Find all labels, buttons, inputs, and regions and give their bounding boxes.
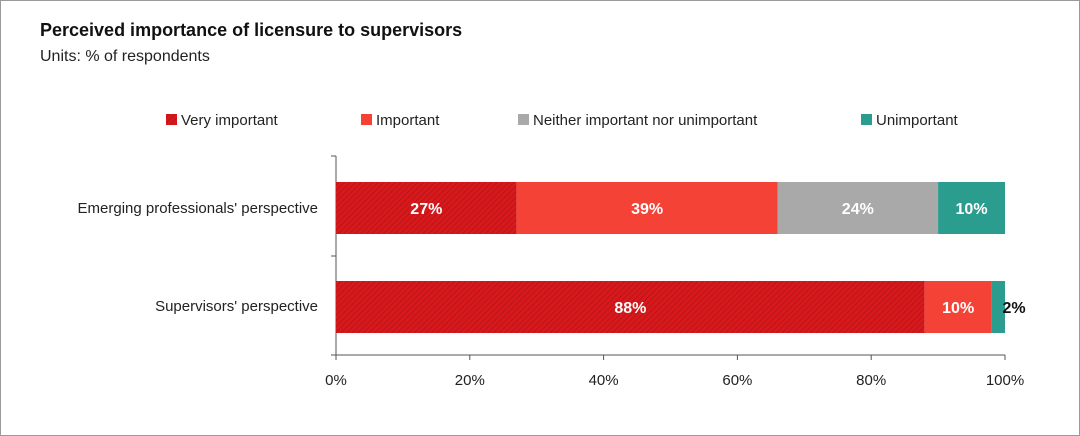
data-label: 10%: [942, 300, 974, 317]
legend-label-very-important: Very important: [181, 112, 279, 129]
legend-swatch-very-important: [166, 114, 177, 125]
chart-title: Perceived importance of licensure to sup…: [40, 20, 463, 40]
data-label: 24%: [842, 201, 874, 218]
legend-label-important: Important: [376, 112, 440, 129]
bar-segment-unimportant: [991, 281, 1005, 333]
bar-segment-unimportant: [938, 182, 1005, 234]
bar-segment-very-important: [336, 281, 925, 333]
data-labels: 27% 39% 24% 10% 88% 10% 2%: [410, 201, 1025, 317]
x-tick-label: 40%: [589, 372, 619, 389]
category-label: Emerging professionals' perspective: [78, 200, 318, 217]
data-label: 39%: [631, 201, 663, 218]
legend-label-unimportant: Unimportant: [876, 112, 959, 129]
legend-swatch-important: [361, 114, 372, 125]
legend-label-neither-important-nor-unimportant: Neither important nor unimportant: [533, 112, 758, 129]
x-tick-label: 0%: [325, 372, 347, 389]
legend-swatch-neither-important-nor-unimportant: [518, 114, 529, 125]
bars: [336, 182, 1005, 333]
x-tick-label: 80%: [856, 372, 886, 389]
x-tick-label: 60%: [722, 372, 752, 389]
bar-segment-neither-important-nor-unimportant: [777, 182, 939, 234]
data-label: 27%: [410, 201, 442, 218]
category-label: Supervisors' perspective: [155, 298, 318, 315]
bar-segment-very-important: [336, 182, 517, 234]
chart-subtitle: Units: % of respondents: [40, 48, 210, 65]
bar-segment-important: [924, 281, 992, 333]
data-label: 2%: [1002, 300, 1025, 317]
bar-segment-important: [516, 182, 778, 234]
x-tick-label: 20%: [455, 372, 485, 389]
axes: 0% 20% 40% 60% 80% 100% Emerging professionals…: [78, 155, 1024, 389]
data-label: 10%: [956, 201, 988, 218]
legend-swatch-unimportant: [861, 114, 872, 125]
x-tick-label: 100%: [986, 372, 1024, 389]
data-label: 88%: [614, 300, 646, 317]
legend: Very important Important Neither important…: [166, 112, 959, 129]
